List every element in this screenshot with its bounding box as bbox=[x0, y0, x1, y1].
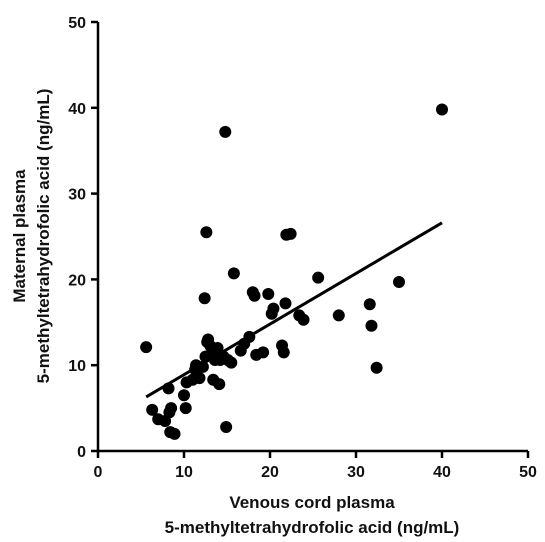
x-ticks: 0 10 20 30 40 50 bbox=[94, 451, 537, 481]
x-tick-label: 50 bbox=[519, 464, 537, 481]
data-point bbox=[179, 402, 192, 415]
y-tick-label: 40 bbox=[68, 101, 86, 118]
data-point bbox=[211, 342, 224, 355]
data-point bbox=[393, 275, 405, 288]
data-points bbox=[140, 103, 448, 440]
data-point bbox=[365, 319, 378, 332]
y-tick-label: 10 bbox=[68, 358, 86, 375]
data-point bbox=[262, 287, 275, 300]
y-tick-label: 50 bbox=[68, 15, 86, 32]
x-tick-label: 10 bbox=[175, 464, 193, 481]
data-point bbox=[436, 103, 448, 116]
data-point bbox=[193, 372, 206, 385]
data-point bbox=[243, 330, 256, 343]
data-point bbox=[284, 227, 297, 240]
x-tick-label: 0 bbox=[94, 464, 103, 481]
y-ticks: 0 10 20 30 40 50 bbox=[68, 15, 98, 461]
data-point bbox=[162, 382, 175, 395]
x-tick-label: 40 bbox=[433, 464, 451, 481]
data-point bbox=[165, 402, 178, 415]
data-point bbox=[196, 360, 209, 373]
data-point bbox=[220, 420, 233, 433]
data-point bbox=[312, 271, 325, 284]
data-point bbox=[332, 309, 345, 322]
data-point bbox=[257, 346, 270, 359]
data-point bbox=[140, 341, 153, 354]
y-tick-label: 0 bbox=[77, 444, 86, 461]
y-tick-label: 20 bbox=[68, 272, 86, 289]
data-point bbox=[213, 378, 226, 391]
x-tick-label: 20 bbox=[261, 464, 279, 481]
data-point bbox=[267, 302, 280, 315]
x-axis-title-line1: Venous cord plasma bbox=[229, 493, 395, 512]
data-point bbox=[363, 298, 376, 311]
data-point bbox=[146, 403, 159, 416]
data-point bbox=[279, 297, 292, 310]
data-point bbox=[248, 289, 261, 302]
x-axis-title-line2: 5-methyltetrahydrofolic acid (ng/mL) bbox=[165, 518, 460, 537]
data-point bbox=[219, 125, 232, 138]
data-point bbox=[198, 292, 211, 305]
data-point bbox=[277, 346, 290, 359]
data-point bbox=[227, 267, 240, 280]
data-point bbox=[370, 361, 383, 374]
y-tick-label: 30 bbox=[68, 187, 86, 204]
data-point bbox=[200, 226, 213, 239]
axes bbox=[96, 22, 528, 453]
data-point bbox=[168, 427, 181, 440]
data-point bbox=[225, 356, 238, 369]
y-axis-title-line1: Maternal plasma bbox=[10, 169, 29, 303]
data-point bbox=[178, 389, 190, 402]
data-point bbox=[297, 313, 310, 326]
y-axis-title-line2: 5-methyltetrahydrofolic acid (ng/mL) bbox=[34, 89, 53, 384]
x-tick-label: 30 bbox=[347, 464, 365, 481]
